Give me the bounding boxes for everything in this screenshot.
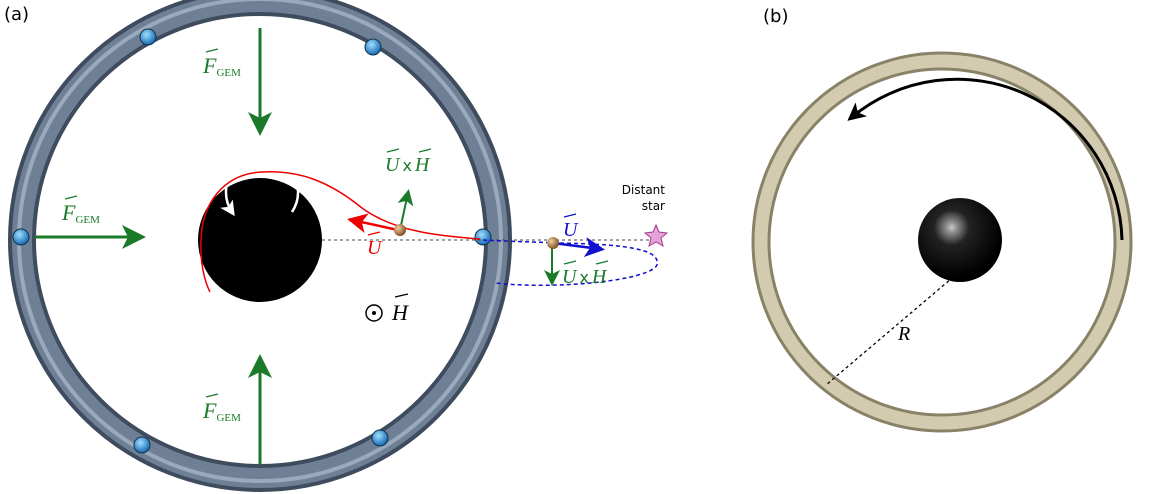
- field-label: H: [391, 300, 409, 325]
- radius-line: [825, 272, 959, 386]
- symbol: F: [202, 398, 217, 423]
- symbol: U: [385, 154, 401, 176]
- out-of-page-dot: [372, 311, 376, 315]
- subscript: GEM: [216, 412, 241, 424]
- symbol: U: [562, 266, 578, 288]
- star-label: Distant: [622, 183, 665, 197]
- symbol: F: [202, 53, 217, 78]
- ring: [754, 54, 1130, 430]
- velocity-label: U: [367, 237, 383, 259]
- rotation-arrow: [847, 77, 1124, 241]
- force-label: FGEM: [202, 53, 241, 79]
- screw: [139, 28, 157, 46]
- operator: x: [402, 156, 411, 175]
- panel-label: (a): [4, 4, 29, 25]
- screw: [133, 436, 151, 454]
- black-hole: [918, 198, 1002, 282]
- velocity-label: U: [563, 219, 579, 241]
- vector-accent: [394, 293, 409, 298]
- black-hole: [198, 178, 322, 302]
- particle: [394, 224, 406, 236]
- force-label: FGEM: [61, 200, 100, 226]
- vector-accents: [64, 48, 609, 398]
- screw: [12, 228, 30, 246]
- radius-label: R: [897, 323, 910, 345]
- force-label: FGEM: [202, 398, 241, 424]
- screw: [474, 228, 492, 246]
- screw: [371, 429, 389, 447]
- vector-accent: [367, 231, 381, 236]
- particle: [547, 237, 559, 249]
- velocity-arrow: [552, 237, 605, 258]
- panel-label: (b): [763, 6, 788, 27]
- out-of-page-symbol: [365, 304, 383, 322]
- star-label: star: [642, 199, 665, 213]
- symbol: F: [61, 200, 76, 225]
- velocity-arrow: [347, 213, 399, 233]
- force-arrow: [397, 189, 414, 231]
- symbol: H: [414, 154, 431, 176]
- rotation-arrow: [220, 154, 300, 217]
- screws: [12, 28, 492, 454]
- star: [643, 223, 669, 248]
- screw: [364, 38, 382, 56]
- subscript: GEM: [216, 67, 241, 79]
- subscript: GEM: [75, 214, 100, 226]
- vector-accent: [563, 213, 577, 218]
- blue-orbit: [482, 239, 658, 287]
- operator: x: [579, 268, 588, 287]
- symbol: H: [591, 266, 608, 288]
